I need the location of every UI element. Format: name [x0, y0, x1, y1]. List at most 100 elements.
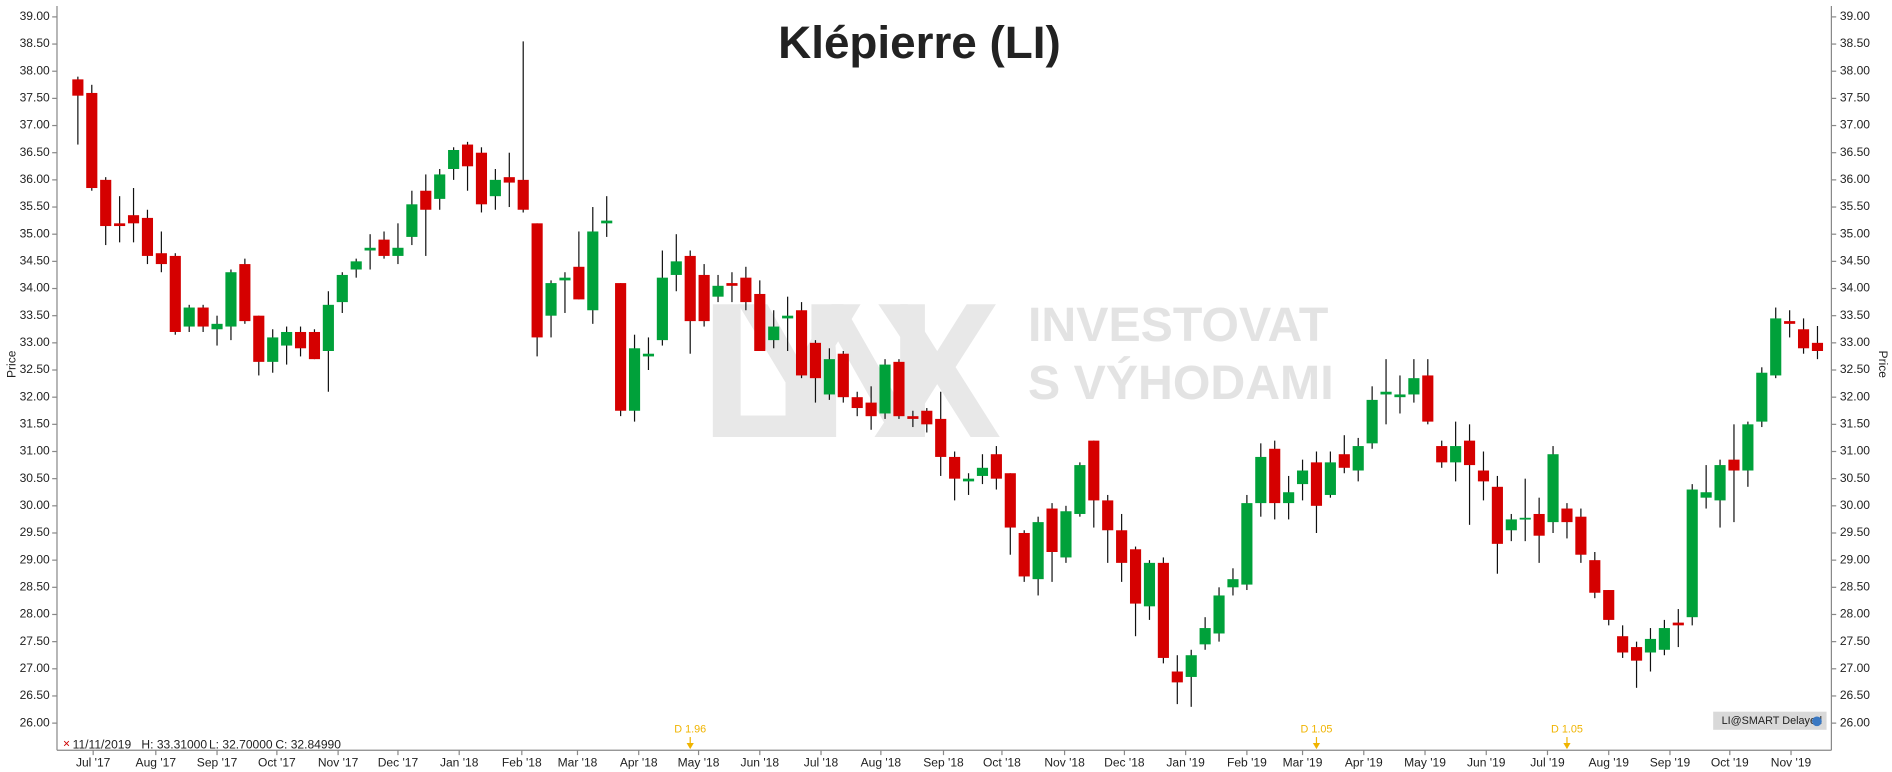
candle-body — [350, 261, 362, 270]
candle-body — [559, 277, 571, 281]
y-tick-label: 34.00 — [20, 281, 50, 295]
y-tick-label: 30.50 — [20, 471, 50, 485]
x-tick-label: Oct '19 — [1711, 756, 1749, 770]
candle-body — [1797, 329, 1810, 349]
candle-body — [308, 331, 321, 360]
y-tick-label: 28.50 — [1840, 579, 1870, 593]
candle-body — [1617, 636, 1629, 653]
y-tick-label: 37.50 — [1840, 91, 1870, 105]
candle-body — [962, 478, 975, 482]
candle-body — [1102, 500, 1114, 531]
x-tick-label: Sep '17 — [197, 756, 238, 770]
candle-body — [1227, 579, 1239, 588]
x-tick-label: Nov '17 — [318, 756, 359, 770]
y-tick-label: 32.00 — [20, 389, 50, 403]
dividend-label: D 1.05 — [1551, 724, 1583, 736]
candle-body — [921, 410, 933, 425]
candle-body — [239, 264, 251, 322]
candle-body — [935, 418, 947, 457]
candle-body — [267, 337, 279, 362]
y-tick-label: 33.50 — [1840, 308, 1870, 322]
y-tick-label: 37.00 — [20, 118, 50, 132]
candle-body — [1408, 378, 1420, 395]
y-tick-label: 26.50 — [1840, 688, 1870, 702]
y-tick-label: 32.50 — [1840, 362, 1870, 376]
candle-body — [670, 261, 682, 275]
candle-body — [1241, 503, 1253, 585]
candle-body — [642, 353, 655, 357]
y-tick-label: 34.50 — [1840, 254, 1870, 268]
candle-body — [1686, 489, 1698, 618]
candle-body — [1533, 513, 1545, 536]
candle-body — [1811, 342, 1824, 351]
candle-body — [1422, 375, 1434, 422]
candle-body — [294, 331, 307, 349]
y-axis-label: Price — [1876, 351, 1890, 379]
candle-body — [1380, 391, 1392, 395]
y-tick-label: 33.50 — [20, 308, 50, 322]
candle-body — [545, 283, 557, 316]
candle-body — [1088, 440, 1100, 501]
y-tick-label: 34.00 — [1840, 281, 1870, 295]
y-tick-label: 33.00 — [1840, 335, 1870, 349]
candle-body — [517, 179, 529, 210]
info-date: 11/11/2019 — [73, 738, 132, 752]
dividend-arrow — [686, 743, 694, 750]
dividend-arrow — [1563, 743, 1571, 750]
candle-body — [1366, 399, 1378, 444]
x-tick-label: Jun '18 — [741, 756, 780, 770]
candle-body — [1491, 486, 1503, 544]
y-tick-label: 29.00 — [20, 552, 50, 566]
y-axis-label: Price — [5, 350, 19, 378]
candle-body — [684, 255, 696, 322]
candle-body — [768, 326, 780, 341]
y-tick-label: 31.00 — [1840, 444, 1870, 458]
y-tick-label: 30.50 — [1840, 471, 1870, 485]
x-tick-label: Aug '18 — [861, 756, 902, 770]
candle-body — [322, 304, 334, 351]
candle-body — [1199, 628, 1211, 645]
x-tick-label: Mar '19 — [1283, 756, 1323, 770]
candle-body — [1394, 394, 1406, 398]
y-tick-label: 26.50 — [20, 688, 50, 702]
candle-body — [949, 456, 961, 479]
candle-body — [1519, 517, 1531, 520]
candle-body — [86, 92, 98, 189]
x-tick-label: Jan '19 — [1166, 756, 1205, 770]
y-tick-label: 37.50 — [20, 91, 50, 105]
y-tick-label: 26.00 — [20, 715, 50, 729]
x-tick-label: Jan '18 — [440, 756, 479, 770]
candle-body — [1352, 446, 1364, 471]
y-tick-label: 38.00 — [20, 63, 50, 77]
candle-body — [879, 364, 891, 414]
candle-body — [656, 277, 668, 341]
candle-body — [155, 253, 167, 265]
candle-body — [1630, 647, 1643, 661]
y-tick-label: 27.50 — [20, 634, 50, 648]
x-tick-label: Nov '19 — [1771, 756, 1812, 770]
candle-body — [1770, 318, 1782, 376]
candle-body — [1213, 595, 1225, 634]
candle-body — [1505, 519, 1517, 531]
candle-body — [1283, 492, 1295, 504]
badge-icon — [1812, 716, 1822, 727]
dividend-arrow — [1312, 743, 1321, 750]
y-tick-label: 36.50 — [1840, 145, 1870, 159]
candle-body — [1672, 622, 1684, 626]
candle-body — [127, 215, 140, 224]
candle-body — [1004, 473, 1016, 528]
candle-body — [1046, 508, 1058, 553]
y-tick-label: 35.50 — [20, 199, 50, 213]
candle-body — [782, 315, 794, 319]
y-tick-label: 29.50 — [1840, 525, 1870, 539]
candle-body — [1450, 446, 1462, 463]
candle-body — [114, 223, 126, 227]
candle-body — [1018, 532, 1030, 577]
candle-body — [1742, 424, 1754, 471]
candle-body — [503, 177, 515, 183]
x-tick-label: Oct '17 — [258, 756, 296, 770]
info-high: H: 33.31000 — [141, 738, 207, 752]
info-marker: × — [63, 736, 70, 750]
candle-body — [448, 149, 460, 170]
